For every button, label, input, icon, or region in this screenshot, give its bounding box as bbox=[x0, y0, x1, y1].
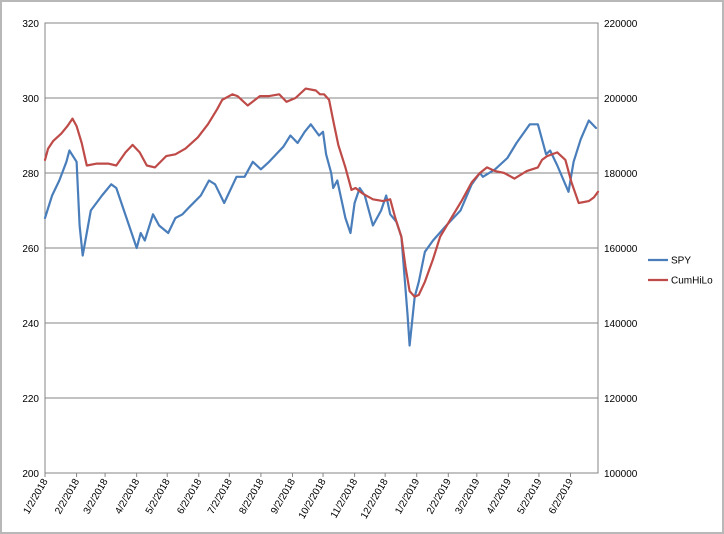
x-tick-label: 5/2/2019 bbox=[516, 477, 545, 517]
series-lines bbox=[43, 87, 600, 347]
left-y-axis: 200 220 240 260 280 300 320 bbox=[22, 19, 39, 480]
left-tick-label: 220 bbox=[22, 394, 39, 405]
right-tick-label: 120000 bbox=[604, 394, 638, 405]
x-tick-label: 4/2/2018 bbox=[113, 477, 142, 517]
x-tick-label: 6/2/2018 bbox=[175, 477, 204, 517]
x-tick-label: 8/2/2018 bbox=[238, 477, 267, 517]
right-tick-label: 100000 bbox=[604, 469, 638, 480]
right-tick-label: 160000 bbox=[604, 244, 638, 255]
x-tick-label: 12/2/2018 bbox=[359, 477, 391, 521]
series-line-spy bbox=[43, 119, 598, 347]
x-tick-label: 3/2/2019 bbox=[453, 477, 482, 517]
x-tick-label: 5/2/2018 bbox=[144, 477, 173, 517]
x-tick-label: 6/2/2019 bbox=[547, 477, 576, 517]
gridlines bbox=[45, 97, 598, 399]
right-tick-label: 220000 bbox=[604, 19, 638, 30]
left-tick-label: 300 bbox=[22, 94, 39, 105]
series-line-cumhilo bbox=[43, 87, 600, 298]
legend-label-cumhilo: CumHiLo bbox=[671, 276, 713, 287]
x-tick-label: 9/2/2018 bbox=[269, 477, 298, 517]
right-tick-label: 180000 bbox=[604, 169, 638, 180]
x-tick-label: 10/2/2018 bbox=[297, 477, 329, 521]
x-tick-label: 1/2/2019 bbox=[393, 477, 422, 517]
x-tick-label: 2/2/2019 bbox=[425, 477, 454, 517]
left-tick-label: 240 bbox=[22, 319, 39, 330]
x-tick-label: 4/2/2019 bbox=[485, 477, 514, 517]
right-tick-label: 200000 bbox=[604, 94, 638, 105]
x-tick-label: 1/2/2018 bbox=[22, 477, 51, 517]
left-tick-label: 200 bbox=[22, 469, 39, 480]
x-tick-label: 11/2/2018 bbox=[329, 477, 361, 521]
left-tick-label: 320 bbox=[22, 19, 39, 30]
x-axis: 1/2/2018 2/2/2018 3/2/2018 4/2/2018 5/2/2018… bbox=[22, 473, 576, 521]
x-tick-label: 3/2/2018 bbox=[82, 477, 111, 517]
left-tick-label: 280 bbox=[22, 169, 39, 180]
right-tick-label: 140000 bbox=[604, 319, 638, 330]
x-tick-label: 7/2/2018 bbox=[206, 477, 235, 517]
right-y-axis: 100000 120000 140000 160000 180000 200000 2200… bbox=[604, 19, 638, 480]
legend-label-spy: SPY bbox=[671, 256, 691, 267]
legend: SPY CumHiLo bbox=[648, 256, 713, 287]
left-tick-label: 260 bbox=[22, 244, 39, 255]
x-tick-label: 2/2/2018 bbox=[53, 477, 82, 517]
plot-area-border bbox=[44, 22, 599, 474]
